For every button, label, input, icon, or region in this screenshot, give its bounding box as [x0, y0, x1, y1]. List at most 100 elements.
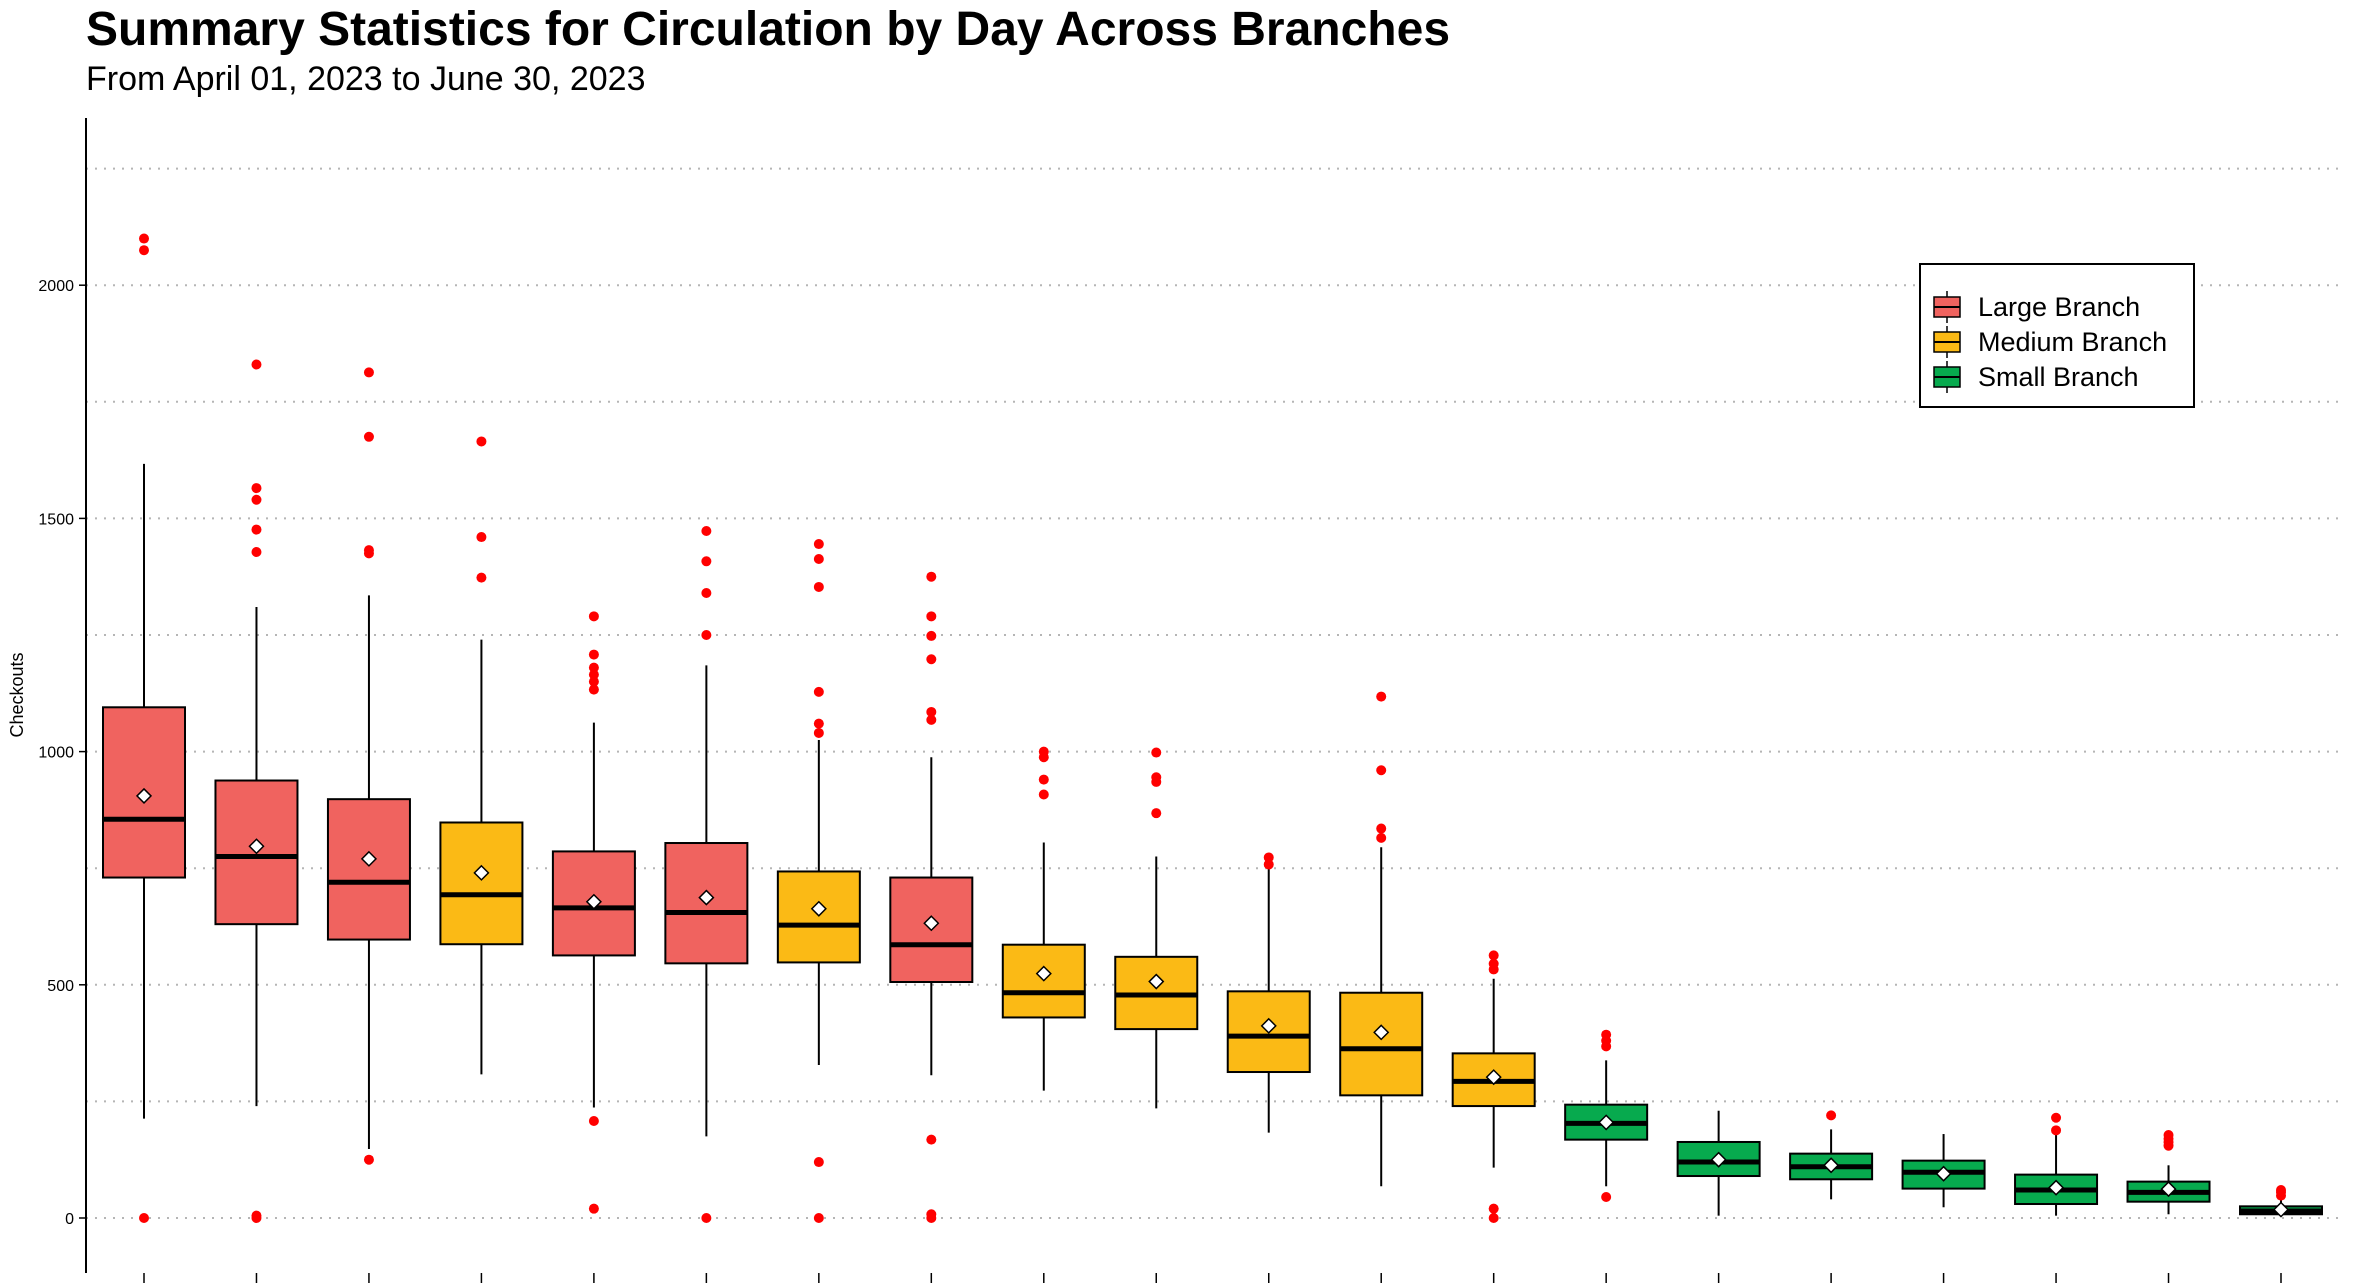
box-group [776, 539, 861, 1223]
mean-marker [1485, 1069, 1502, 1086]
outlier-point [1263, 859, 1274, 870]
outlier-point [701, 1213, 712, 1223]
legend-label: Small Branch [1978, 362, 2139, 392]
chart-title: Summary Statistics for Circulation by Da… [86, 3, 1451, 56]
box-group [664, 525, 749, 1223]
outlier-point [2051, 1112, 2062, 1123]
outlier-point [588, 676, 599, 687]
outlier-point [926, 571, 937, 582]
outlier-point [2163, 1129, 2174, 1140]
y-tick-label: 1500 [38, 511, 74, 528]
mean-marker [585, 893, 602, 910]
outlier-point [701, 630, 712, 640]
outlier-point [813, 718, 824, 729]
axes: Checkouts 0 500 1000 1500 2000 [7, 118, 2282, 1283]
outlier-point [813, 727, 824, 738]
mean-marker [810, 900, 827, 917]
box-group [102, 233, 186, 1223]
outlier-point [1376, 765, 1387, 776]
box-group [1001, 746, 1086, 1091]
outlier-point [1038, 789, 1049, 800]
mean-marker [135, 787, 153, 804]
mean-marker [1710, 1151, 1727, 1168]
box-group [2014, 1112, 2099, 1216]
box-group [2126, 1129, 2211, 1215]
boxes [102, 233, 2323, 1223]
outlier-point [251, 546, 262, 557]
box-group [439, 436, 524, 1075]
mean-marker [923, 915, 940, 932]
outlier-point [2276, 1185, 2286, 1196]
outlier-point [813, 539, 824, 550]
mean-marker [2160, 1181, 2177, 1198]
mean-marker [1260, 1017, 1277, 1034]
mean-marker [2047, 1179, 2065, 1196]
chart-subtitle: From April 01, 2023 to June 30, 2023 [86, 60, 646, 98]
outlier-point [1826, 1110, 1837, 1121]
outlier-point [1151, 808, 1162, 819]
outlier-point [813, 581, 824, 592]
outlier-point [363, 1154, 374, 1165]
box-group [1114, 747, 1199, 1109]
outlier-point [363, 431, 374, 442]
outlier-point [251, 494, 262, 505]
outlier-point [251, 1210, 262, 1221]
box-group [551, 611, 636, 1214]
mean-marker [360, 850, 378, 867]
outlier-point [588, 649, 599, 660]
outlier-point [363, 545, 374, 556]
box-group [1339, 691, 1424, 1187]
mean-marker [1935, 1165, 1952, 1182]
outlier-point [701, 525, 712, 536]
outlier-point [701, 556, 712, 567]
mean-marker [2272, 1201, 2290, 1218]
y-tick-label: 1000 [38, 745, 74, 762]
mean-marker [1148, 973, 1165, 990]
outlier-point [1601, 1029, 1612, 1040]
legend-label: Large Branch [1978, 292, 2140, 322]
legend-frame [1919, 263, 2195, 408]
box-group [1676, 1110, 1761, 1216]
outlier-point [588, 1203, 599, 1214]
outlier-point [1376, 832, 1387, 843]
outlier-point [1488, 958, 1499, 969]
outlier-point [251, 359, 262, 370]
outlier-point [476, 572, 487, 583]
y-tick-label: 500 [47, 978, 74, 995]
box-group [1789, 1110, 1874, 1200]
outlier-point [1263, 852, 1274, 863]
outlier-point [813, 553, 824, 564]
mean-marker [248, 838, 265, 855]
outlier-point [926, 714, 937, 725]
box-group [2239, 1185, 2323, 1218]
box [1676, 1140, 1761, 1178]
outlier-point [588, 662, 599, 673]
box-group [1451, 950, 1536, 1223]
outlier-point [1038, 774, 1049, 785]
mean-marker [473, 864, 490, 881]
y-tick-label: 2000 [38, 278, 74, 295]
y-tick-label: 0 [65, 1211, 74, 1228]
outlier-point [588, 1115, 599, 1126]
box [439, 821, 524, 946]
mean-marker [698, 889, 715, 906]
outlier-point [251, 483, 262, 494]
outlier-point [588, 669, 599, 680]
outlier-point [476, 532, 487, 543]
y-axis-title: Checkouts [7, 652, 27, 737]
outlier-point [1151, 772, 1162, 783]
box-group [1226, 852, 1311, 1133]
outlier-point [476, 436, 487, 447]
legend-label: Medium Branch [1978, 327, 2167, 357]
outlier-point [588, 684, 599, 695]
outlier-point [813, 1213, 824, 1223]
outlier-point [701, 588, 712, 599]
box [776, 870, 861, 964]
box [1339, 991, 1424, 1097]
outlier-point [813, 1157, 824, 1168]
outlier-point [926, 611, 937, 622]
outlier-point [1488, 1203, 1499, 1214]
outlier-point [926, 1134, 937, 1145]
box-group [214, 359, 299, 1223]
mean-marker [1598, 1114, 1615, 1131]
